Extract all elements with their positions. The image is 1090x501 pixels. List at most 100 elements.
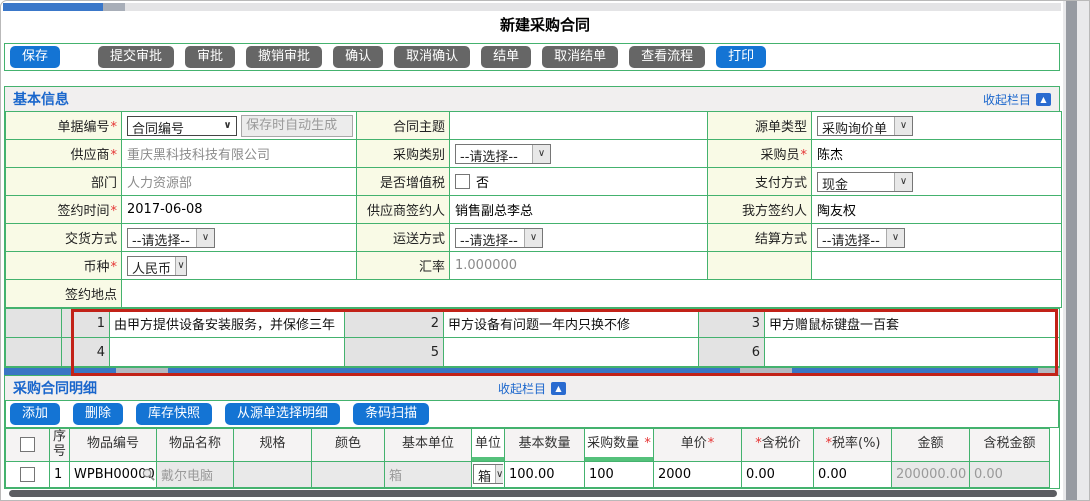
chevron-down-icon: ∨ <box>196 228 214 247</box>
bottom-scrollbar[interactable] <box>9 490 1057 497</box>
settlement-select[interactable]: --请选择-- ∨ <box>817 227 905 249</box>
col-tax-amount: 含税金额 <box>969 428 1050 462</box>
close-order-button[interactable]: 结单 <box>481 46 532 68</box>
save-button[interactable]: 保存 <box>10 46 61 68</box>
buyer-value[interactable]: 陈杰 <box>811 139 1062 168</box>
doc-no-cell: 合同编号 ∨ 保存时自动生成 <box>121 111 357 140</box>
delivery-select[interactable]: --请选择-- ∨ <box>127 227 215 249</box>
term-text-input[interactable] <box>443 337 699 367</box>
delivery-value: --请选择-- <box>132 233 190 249</box>
revoke-approval-button[interactable]: 撤销审批 <box>246 46 323 68</box>
term-text-input[interactable]: 甲方赠鼠标键盘一百套 <box>764 308 1060 338</box>
required-mark: * <box>825 436 833 452</box>
tax-rate-input[interactable]: 0.00 <box>813 460 892 488</box>
label-text: 供应商 <box>70 148 110 163</box>
term-text-input[interactable]: 由甲方提供设备安装服务，并保修三年 <box>109 308 345 338</box>
item-name-cell: 戴尔电脑 <box>156 460 234 488</box>
label-text: 运送方式 <box>392 232 445 247</box>
col-label: 含税价 <box>761 436 801 452</box>
rate-value[interactable]: 1.000000 <box>449 251 708 280</box>
form-row-7: 签约地点 <box>5 279 1062 308</box>
cancel-close-order-button[interactable]: 取消结单 <box>542 46 619 68</box>
add-row-button[interactable]: 添加 <box>10 403 61 425</box>
chevron-down-icon: ∨ <box>524 228 542 247</box>
col-tax-price: *含税价 <box>741 428 814 462</box>
currency-select[interactable]: 人民币 ∨ <box>127 255 187 277</box>
select-all-checkbox[interactable] <box>20 436 35 452</box>
required-mark: * <box>644 436 651 452</box>
category-select[interactable]: --请选择-- ∨ <box>455 143 551 165</box>
supplier-value[interactable]: 重庆黑科技科技有限公司 <box>121 139 357 168</box>
empty-value-cell <box>811 251 1062 280</box>
required-mark: * <box>755 436 762 452</box>
delivery-cell: --请选择-- ∨ <box>121 223 357 252</box>
tax-price-input[interactable]: 0.00 <box>741 460 814 488</box>
collapse-section-link[interactable]: 收起栏目 ▲ <box>983 91 1051 108</box>
confirm-button[interactable]: 确认 <box>333 46 384 68</box>
subject-input-cell[interactable] <box>449 111 708 140</box>
collapse-up-icon[interactable]: ▲ <box>551 381 567 395</box>
detail-table: 序号 物品编号 物品名称 规格 颜色 基本单位 单位 基本数量 采购数量 * 单… <box>5 428 1050 488</box>
col-item-name: 物品名称 <box>156 428 234 462</box>
vat-checkbox[interactable] <box>455 174 470 189</box>
amount-cell: 200000.00 <box>891 460 970 488</box>
section-horizontal-scrollbar[interactable] <box>4 368 1060 375</box>
page-title: 新建采购合同 <box>499 16 590 34</box>
transport-select[interactable]: --请选择-- ∨ <box>455 227 543 249</box>
chevron-down-icon: ∨ <box>894 116 912 135</box>
print-button[interactable]: 打印 <box>716 46 767 68</box>
stock-snapshot-button[interactable]: 库存快照 <box>136 403 213 425</box>
unit-select[interactable]: 箱 ∨ <box>473 464 504 485</box>
top-horizontal-scrollbar[interactable] <box>3 3 1061 11</box>
base-qty-input[interactable]: 100.00 <box>504 460 585 488</box>
supplier-signer-value[interactable]: 销售副总李总 <box>449 195 708 224</box>
terms-row-1: 1 由甲方提供设备安装服务，并保修三年 2 甲方设备有问题一年内只换不修 3 甲… <box>5 308 1060 338</box>
item-no-cell[interactable]: WPBH00000 <box>69 460 157 488</box>
doc-no-input[interactable]: 保存时自动生成 <box>241 114 354 137</box>
label-text: 源单类型 <box>754 120 807 135</box>
collapse-label: 收起栏目 <box>497 381 547 396</box>
transport-label: 运送方式 <box>356 223 450 252</box>
submit-approval-button[interactable]: 提交审批 <box>98 46 175 68</box>
barcode-scan-button[interactable]: 条码扫描 <box>353 403 430 425</box>
term-number: 3 <box>698 308 765 338</box>
term-text-input[interactable] <box>109 337 345 367</box>
collapse-up-icon[interactable]: ▲ <box>1036 92 1051 106</box>
select-from-source-button[interactable]: 从源单选择明细 <box>225 403 341 425</box>
tax-amount-cell: 0.00 <box>969 460 1050 488</box>
label-text: 单据编号 <box>57 120 110 135</box>
sign-time-value[interactable]: 2017-06-08 <box>121 195 357 224</box>
delete-row-button[interactable]: 删除 <box>73 403 124 425</box>
price-input[interactable]: 2000 <box>653 460 742 488</box>
vertical-scrollbar[interactable] <box>1063 1 1089 500</box>
payment-select[interactable]: 现金 ∨ <box>817 171 913 193</box>
payment-value: 现金 <box>822 177 849 193</box>
collapse-section-link[interactable]: 收起栏目 ▲ <box>497 380 567 397</box>
spec-cell <box>233 460 312 488</box>
label-text: 签约时间 <box>57 204 110 219</box>
sign-place-input-cell[interactable] <box>121 279 1062 308</box>
scrollbar-thumb[interactable] <box>3 3 103 11</box>
cancel-confirm-button[interactable]: 取消确认 <box>394 46 471 68</box>
department-value[interactable]: 人力资源部 <box>121 167 357 196</box>
basic-info-header: 基本信息 收起栏目 ▲ <box>5 87 1059 111</box>
category-label: 采购类别 <box>356 139 450 168</box>
term-text-input[interactable]: 甲方设备有问题一年内只换不修 <box>443 308 699 338</box>
doc-no-type-select[interactable]: 合同编号 ∨ <box>127 115 237 137</box>
our-signer-value[interactable]: 陶友权 <box>811 195 1062 224</box>
qty-input[interactable]: 100 <box>584 460 654 488</box>
department-label: 部门 <box>5 167 122 196</box>
term-number: 1 <box>61 308 110 338</box>
row-checkbox[interactable] <box>20 466 35 482</box>
term-text-input[interactable] <box>764 337 1060 367</box>
basic-info-form: 单据编号* 合同编号 ∨ 保存时自动生成 合同主题 源单类型 采购询价单 ∨ 供应商… <box>5 111 1062 308</box>
color-cell <box>311 460 385 488</box>
view-flow-button[interactable]: 查看流程 <box>629 46 706 68</box>
approve-button[interactable]: 审批 <box>185 46 236 68</box>
label-text: 结算方式 <box>754 232 807 247</box>
buyer-label: 采购员* <box>707 139 812 168</box>
vertical-scrollbar-thumb[interactable] <box>1066 1 1077 500</box>
source-type-select[interactable]: 采购询价单 ∨ <box>817 115 913 137</box>
search-icon[interactable] <box>142 468 155 481</box>
terms-row-2: 4 5 6 <box>5 337 1060 367</box>
